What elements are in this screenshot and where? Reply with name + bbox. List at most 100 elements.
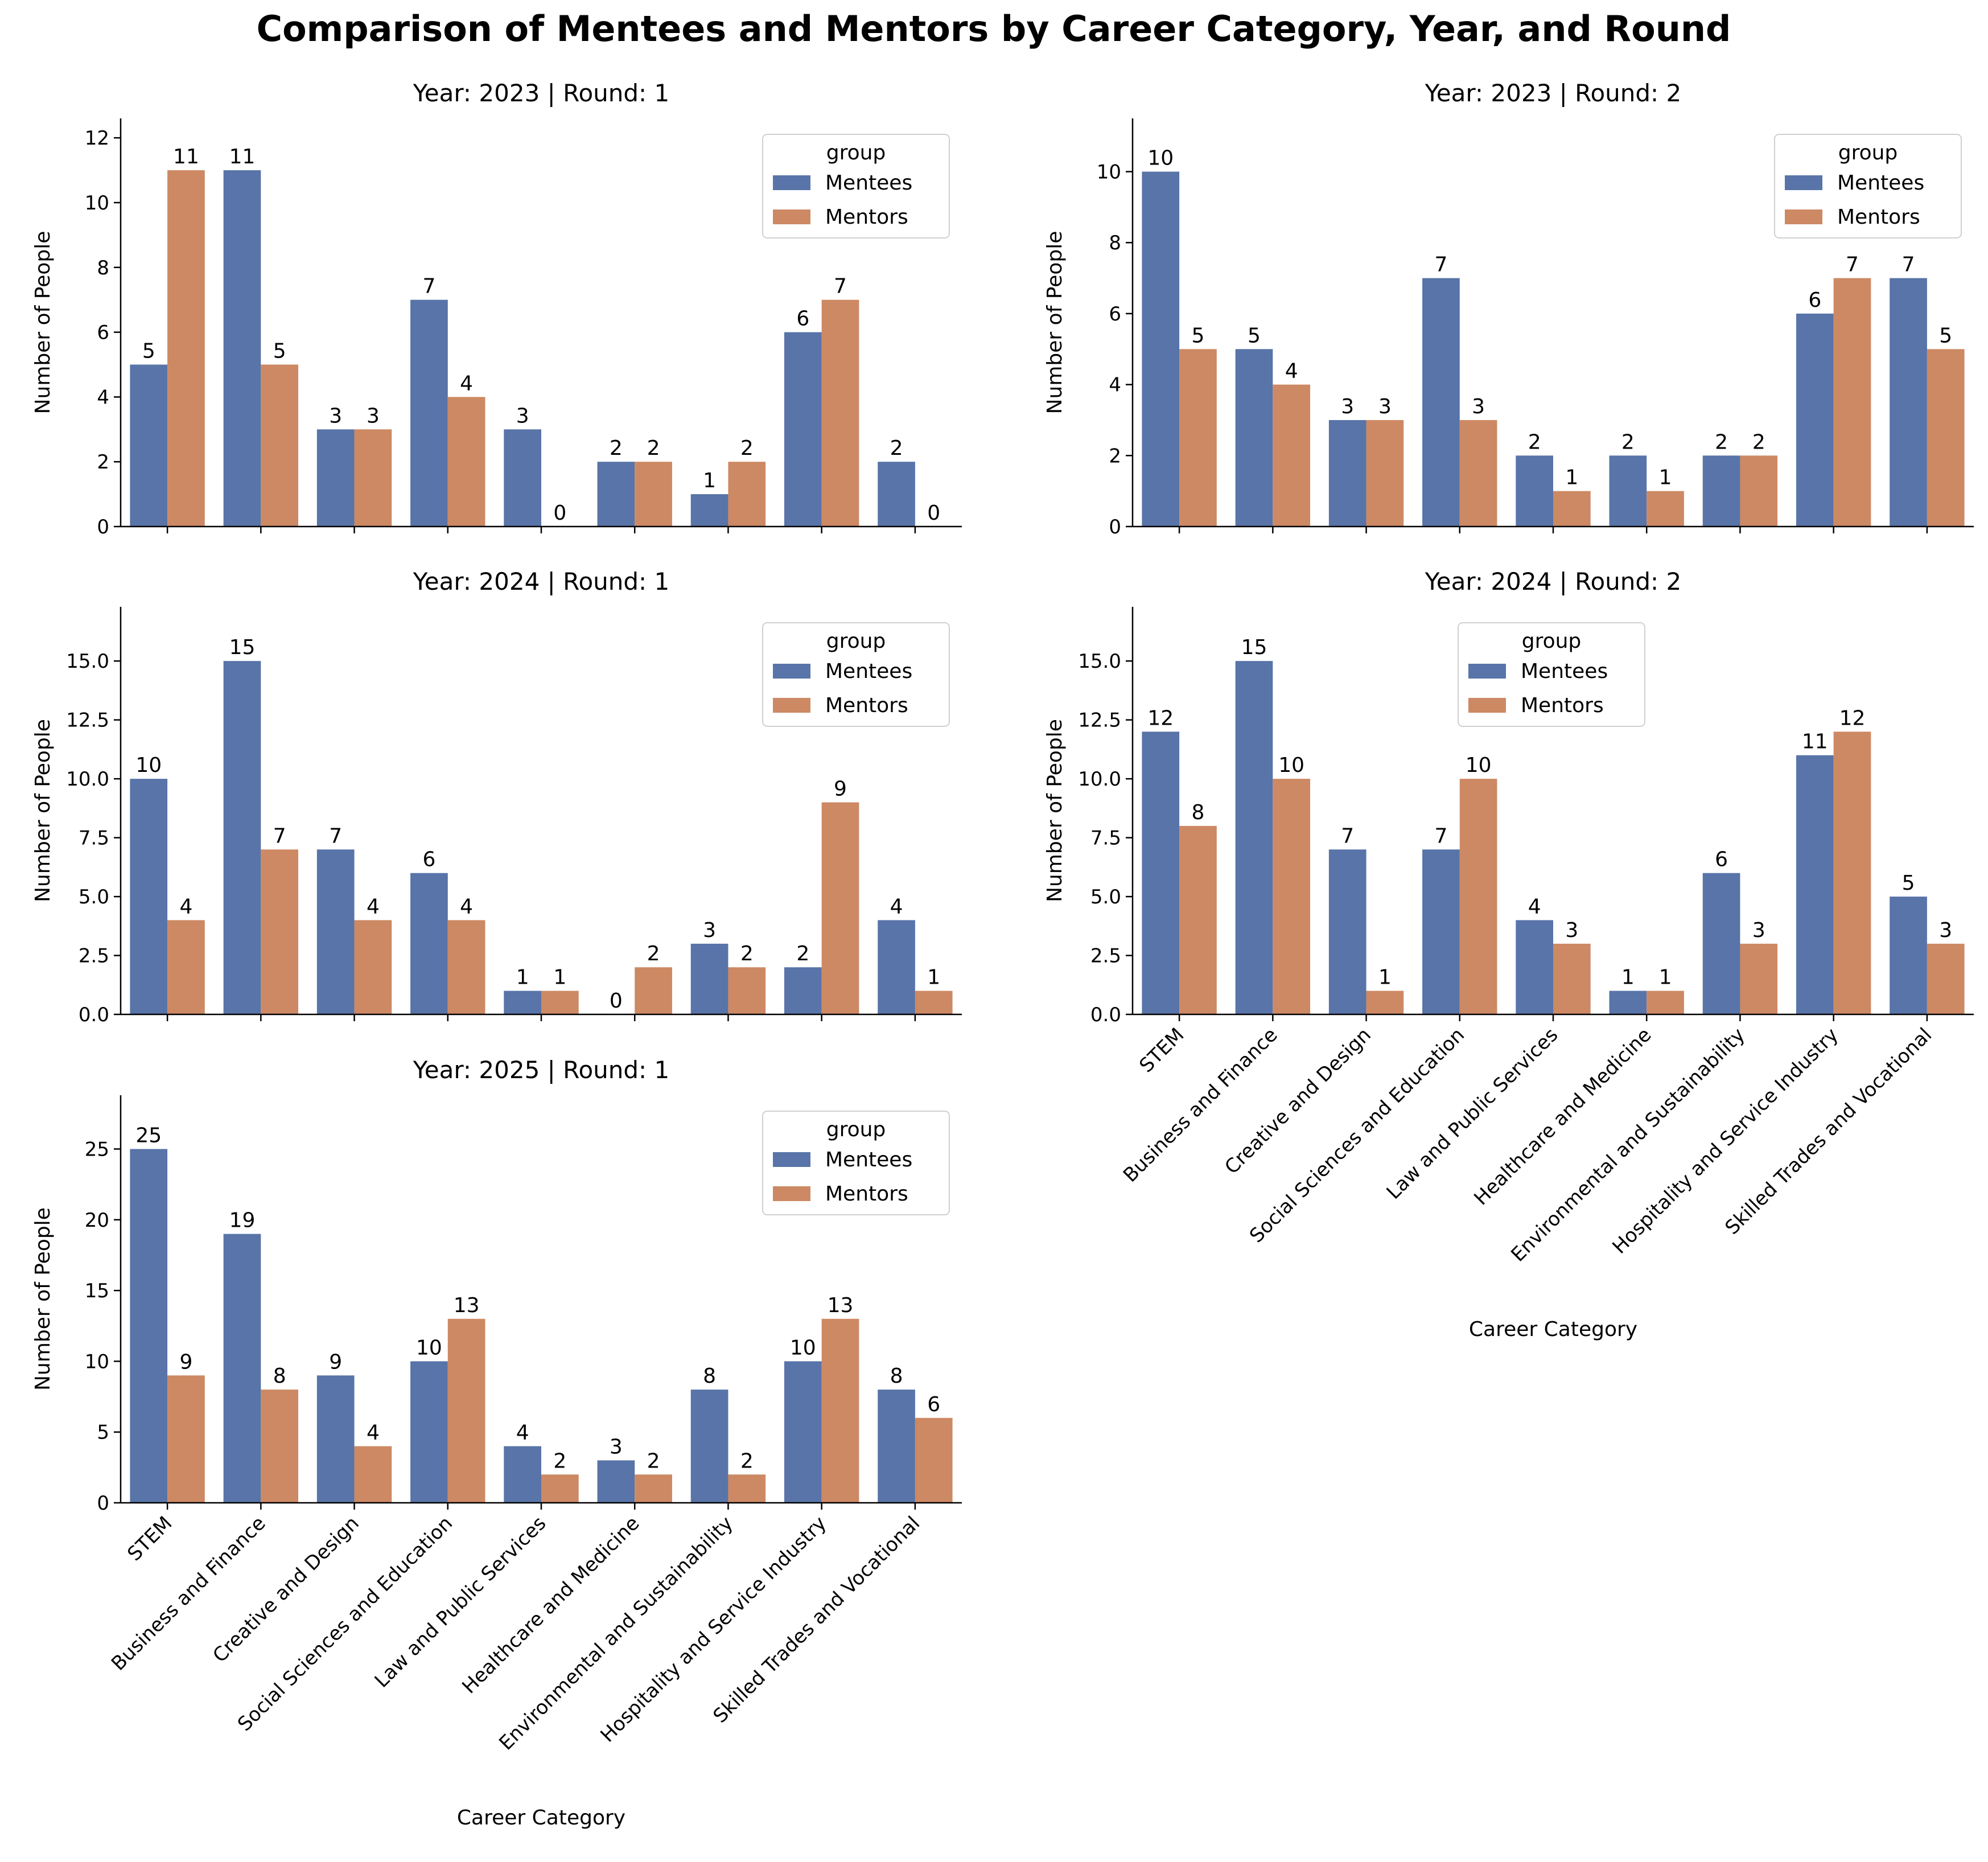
y-tick-label: 5 [97,1421,109,1444]
data-label: 0 [553,502,566,525]
legend-swatch-mentors [773,209,810,224]
chart-panel: Year: 2024 | Round: 1 Number of People 0.0… [31,568,962,1026]
data-label: 15 [1241,636,1267,659]
bar-mentors [541,990,579,1014]
y-tick-label: 8 [97,257,109,279]
data-label: 2 [1528,430,1541,454]
legend: group Mentees Mentors [762,622,950,727]
legend: group Mentees Mentors [762,134,950,239]
legend-title: group [826,141,886,165]
data-label: 13 [828,1294,854,1317]
data-label: 2 [740,942,754,965]
data-label: 4 [180,895,193,918]
data-label: 7 [1434,253,1447,277]
data-label: 4 [460,895,473,918]
y-tick-label: 2.5 [79,945,109,968]
bar-mentees [316,1375,355,1503]
bar-mentees [410,873,448,1014]
legend-swatch-mentors [773,698,810,713]
y-tick-label: 0 [97,1492,109,1515]
data-label: 3 [329,404,342,428]
data-label: 10 [1147,147,1174,170]
bar-mentors [915,1417,953,1503]
data-label: 7 [1341,824,1354,848]
data-label: 7 [422,275,435,298]
legend-entry-mentees: Mentees [1521,660,1608,683]
legend-entry-mentees: Mentees [825,171,912,195]
legend: group Mentees Mentors [1774,134,1962,239]
panel-title: Year: 2023 | Round: 2 [1425,79,1682,107]
data-label: 8 [703,1364,716,1388]
data-label: 1 [927,966,940,989]
data-label: 2 [647,437,660,460]
y-tick-label: 20 [85,1209,109,1232]
data-label: 10 [1278,754,1304,777]
data-label: 1 [1378,966,1392,989]
bar-mentees [130,1149,168,1503]
bar-mentors [635,462,672,527]
y-tick-label: 12.5 [1078,709,1121,732]
bar-mentors [821,802,859,1014]
bar-mentees [130,779,168,1014]
x-axis-label: Career Category [457,1806,625,1830]
bar-mentors [1647,491,1684,527]
bar-mentees [1516,920,1553,1014]
chart-panel: Year: 2023 | Round: 1 Number of People 0 2 4… [31,79,962,539]
panel-title: Year: 2024 | Round: 2 [1425,568,1682,595]
y-axis-label: Number of People [31,231,55,414]
bar-mentors [354,1446,392,1503]
bar-mentees [1609,455,1647,527]
data-label: 15 [229,636,256,659]
y-tick-label: 2 [97,451,109,474]
legend-swatch-mentors [1468,698,1506,713]
data-label: 7 [329,824,342,848]
y-tick-label: 8 [1109,232,1121,254]
bar-mentees [504,429,541,527]
data-label: 7 [834,275,847,298]
data-label: 3 [610,1435,623,1458]
bar-mentees [1142,731,1180,1014]
panel-title: Year: 2025 | Round: 1 [413,1056,670,1084]
bar-mentors [635,1474,672,1503]
bar-mentees [223,661,261,1014]
bar-mentees [1609,990,1647,1014]
bar-mentees [223,170,261,527]
data-label: 3 [1341,395,1354,418]
legend-swatch-mentees [1785,175,1822,190]
data-label: 11 [229,145,256,168]
data-label: 1 [703,469,716,492]
bar-mentees [504,1446,541,1503]
data-label: 7 [1434,824,1447,848]
legend-entry-mentees: Mentees [1837,171,1924,195]
bar-mentors [1366,420,1404,527]
data-label: 1 [516,966,529,989]
data-label: 3 [1378,395,1392,418]
bar-mentors [821,1318,859,1503]
bar-mentees [410,299,448,527]
data-label: 2 [740,1449,754,1473]
y-tick-label: 6 [97,322,109,344]
bar-mentees [690,494,728,527]
data-label: 3 [1565,919,1578,942]
bar-mentors [261,849,299,1014]
data-label: 1 [1659,966,1672,989]
data-label: 4 [367,895,380,918]
data-label: 3 [516,404,529,428]
data-label: 4 [1528,895,1541,918]
bar-mentors [728,462,766,527]
y-tick-label: 12.5 [66,709,109,732]
data-label: 2 [610,437,623,460]
bar-mentees [690,943,728,1014]
legend: group Mentees Mentors [1458,622,1645,727]
bar-mentors [1833,278,1871,527]
data-label: 2 [1752,430,1765,454]
bar-mentors [447,1318,485,1503]
bar-mentors [1833,731,1871,1014]
bar-mentors [1459,779,1497,1014]
y-tick-label: 0 [1109,516,1121,539]
y-axis-label: Number of People [31,719,55,902]
legend-swatch-mentors [773,1186,810,1201]
data-label: 12 [1839,706,1866,730]
bar-mentees [1796,755,1834,1014]
bar-mentors [167,1375,205,1503]
